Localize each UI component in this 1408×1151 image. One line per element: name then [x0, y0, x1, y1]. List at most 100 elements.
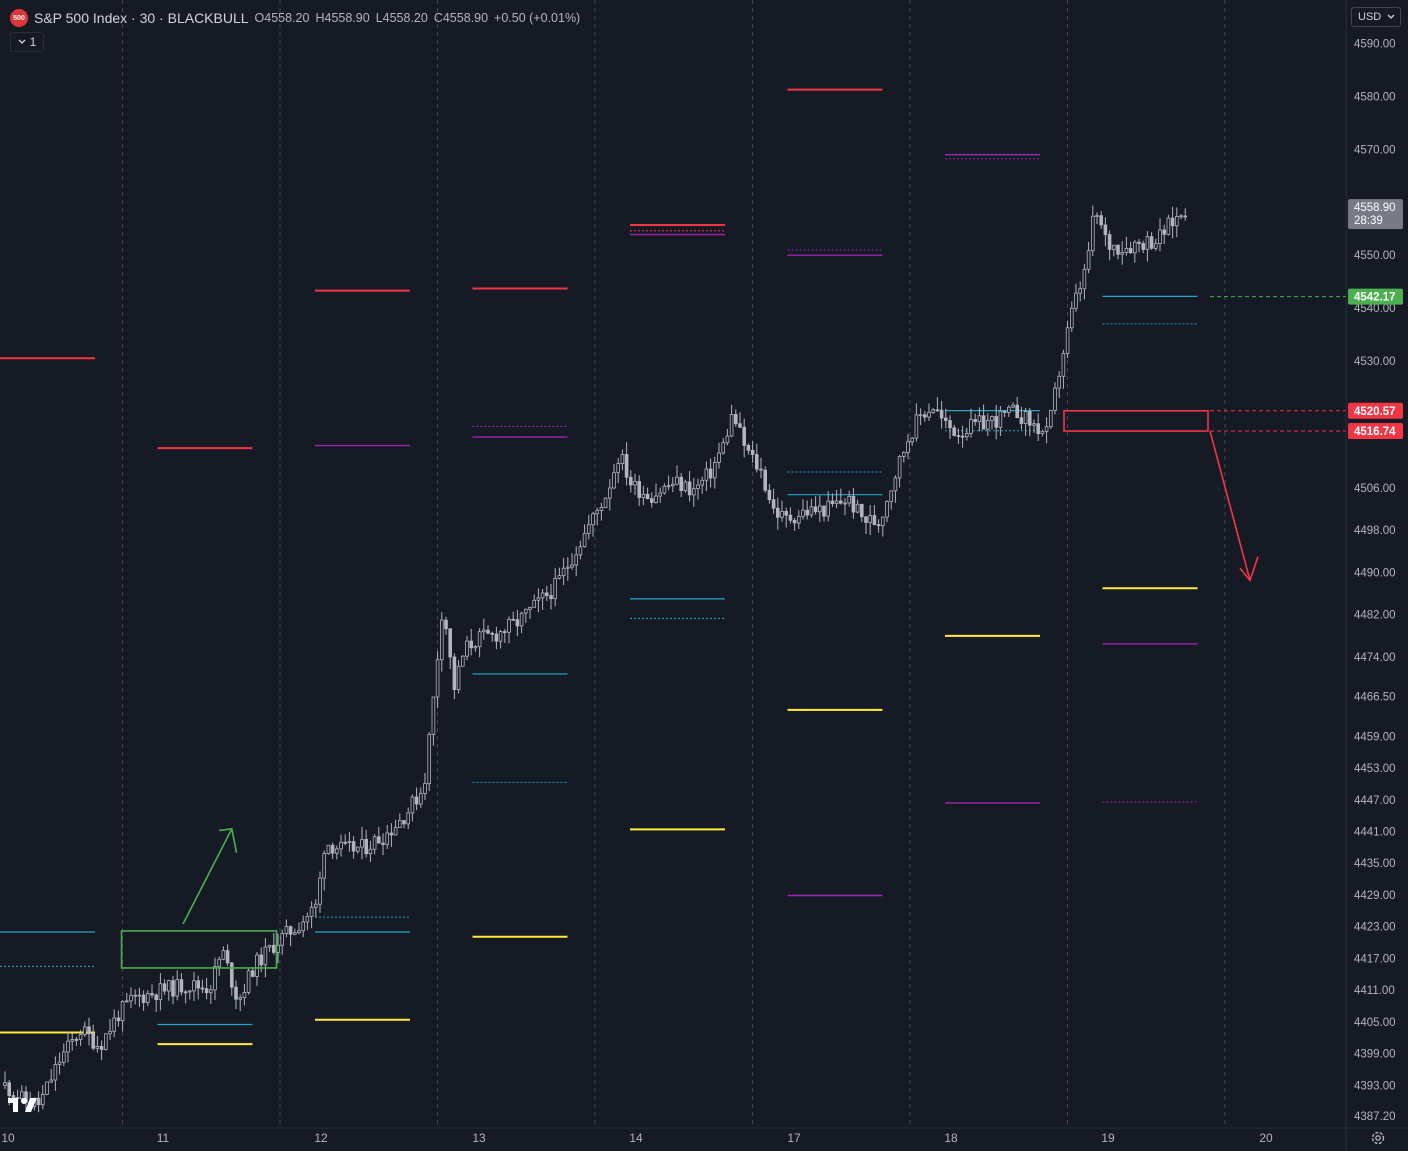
candle-body [776, 507, 780, 518]
candle-body [1057, 375, 1062, 389]
candle-body [297, 930, 301, 933]
candle-body [376, 836, 381, 844]
price-tick-label: 4417.00 [1354, 953, 1396, 965]
high-label: H [315, 11, 325, 25]
candle-body [973, 419, 977, 422]
currency-selector[interactable]: USD [1351, 7, 1401, 27]
indicators-toggle-button[interactable]: 1 [10, 32, 44, 52]
candle-body [1082, 268, 1087, 290]
candle-body [666, 485, 671, 488]
candle-body [658, 492, 662, 497]
price-axis: 4590.00 4580.00 4570.00 4550.00 4540.00 4530.… [1345, 0, 1408, 1151]
candle-body [599, 507, 604, 511]
candle-body [923, 414, 927, 418]
candle-body [843, 502, 847, 505]
candle-body [1099, 215, 1104, 226]
candle-body [45, 1081, 49, 1095]
candle-body [460, 655, 465, 667]
indicator-count: 1 [29, 35, 37, 49]
time-tick-label: 19 [1101, 1131, 1115, 1145]
price-tick-label: 4423.00 [1354, 922, 1396, 934]
candle-body [1133, 241, 1137, 254]
change-value: +0.50 (+0.01%) [494, 11, 581, 25]
candle-body [1149, 236, 1154, 249]
candle-body [1061, 353, 1066, 377]
candle-body [519, 612, 524, 627]
candle-body [498, 631, 503, 642]
candle-body [53, 1064, 58, 1081]
symbol-legend[interactable]: 500 S&P 500 Index · 30 · BLACKBULL O4558… [10, 8, 580, 28]
candle-body [406, 812, 410, 825]
close-value: 4558.90 [442, 11, 489, 25]
price-tick-label: 4447.00 [1354, 795, 1396, 807]
candle-body [612, 472, 616, 489]
candle-body [960, 435, 965, 438]
candle-body [1124, 247, 1129, 253]
price-label-bg [1348, 402, 1403, 419]
candle-body [435, 659, 440, 698]
price-tick-label: 4540.00 [1354, 303, 1396, 315]
candle-body [784, 511, 788, 516]
candle-body [402, 820, 406, 825]
open-label: O [254, 11, 265, 25]
candle-body [603, 497, 608, 508]
candle-body [183, 991, 188, 994]
price-tick-label: 4506.00 [1354, 483, 1396, 495]
price-tick-label: 4435.00 [1354, 858, 1396, 870]
price-tick-label: 4474.00 [1354, 652, 1396, 664]
candle-body [108, 1030, 112, 1035]
candle-body [229, 962, 234, 988]
price-tick-label: 4580.00 [1354, 92, 1396, 104]
candle-body [120, 1000, 125, 1022]
candle-body [1002, 410, 1007, 413]
candle-body [41, 1093, 45, 1106]
candle-body [175, 979, 180, 997]
candle-body [805, 509, 809, 516]
candle-body [410, 796, 415, 814]
candle-body [166, 980, 171, 992]
candle-body [675, 476, 679, 485]
candle-body [1032, 423, 1036, 426]
candle-body [255, 954, 259, 977]
candle-body [372, 836, 377, 850]
candle-body [83, 1026, 87, 1035]
candle-body [129, 994, 133, 1002]
candle-body [939, 409, 944, 419]
symbol-title[interactable]: S&P 500 Index · 30 · BLACKBULL [34, 10, 249, 26]
candle-body [439, 619, 444, 661]
candle-body [532, 599, 536, 608]
candle-body [1120, 252, 1125, 255]
candle-body [91, 1033, 96, 1049]
candle-body [1086, 250, 1091, 270]
price-tick-label: 4393.00 [1354, 1080, 1396, 1092]
candle-body [536, 597, 541, 601]
candle-body [154, 994, 159, 1001]
candle-body [1107, 234, 1112, 250]
time-tick-label: 12 [314, 1131, 328, 1145]
candle-body [393, 827, 398, 836]
high-value: 4558.90 [324, 11, 370, 25]
candle-body [742, 426, 746, 446]
candle-body [259, 954, 263, 966]
candle-body [322, 853, 326, 879]
candle-body [801, 509, 805, 517]
candle-body [1070, 307, 1074, 329]
candle-body [515, 619, 520, 627]
candle-body [1137, 241, 1141, 244]
candle-body [881, 516, 885, 527]
candle-body [708, 468, 713, 479]
candle-body [809, 506, 814, 516]
candle-body [767, 489, 772, 501]
candle-body [826, 500, 830, 517]
candle-body [834, 500, 839, 505]
price-label-red: 4520.57 [1354, 406, 1396, 418]
gear-icon[interactable] [1369, 1129, 1387, 1147]
candle-body [981, 415, 986, 430]
candle-body [1074, 292, 1078, 309]
candle-body [746, 445, 751, 451]
chevron-down-icon [18, 39, 26, 44]
candle-body [465, 640, 469, 657]
